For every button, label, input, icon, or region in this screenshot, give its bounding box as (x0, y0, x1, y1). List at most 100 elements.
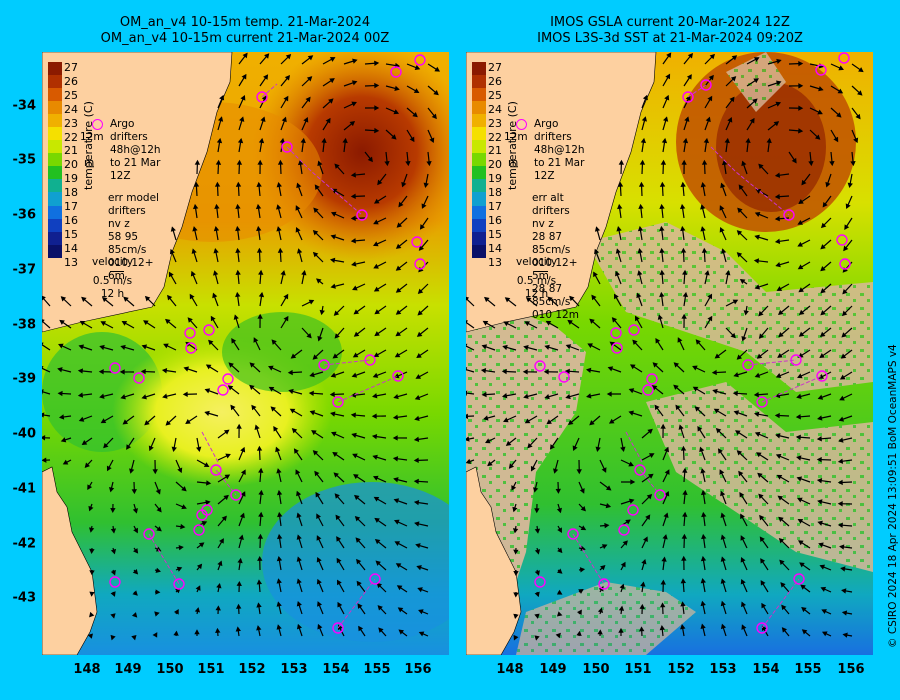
lon-tick: 153 (709, 662, 737, 677)
colorbar-swatch (48, 75, 62, 89)
colorbar-tick: 18 (64, 186, 78, 200)
colorbar-swatch (472, 218, 486, 232)
colorbar-tick: 13 (488, 255, 502, 269)
depth-unit: m (84, 157, 95, 169)
error-stats-line2: 58 95 85cm/s 010 12+ 6m (108, 231, 154, 282)
velocity-scale-time: 12 h (524, 288, 549, 300)
satellite-sst-map[interactable] (466, 52, 873, 655)
colorbar-tick: 17 (488, 200, 502, 213)
temperature-colorbar (472, 62, 486, 271)
lat-tick: -37 (12, 262, 37, 278)
credit-text: © CSIRO 2024 18 Apr 2024 13:09:51 BoM Oc… (887, 344, 899, 648)
colorbar-ticks: 27 26 25 24 23 22 21 20 19 18 17 16 15 14 13 (64, 62, 88, 271)
drifter-tracks (572, 84, 823, 629)
colorbar-tick: 24 (488, 102, 502, 116)
colorbar-swatch (48, 244, 62, 258)
left-panel-title: OM_an_v4 10-15m temp. 21-Mar-2024 OM_an_… (40, 15, 450, 47)
map-legend: Argo 12m drifters 48h@12h m to 21 Mar 12… (80, 118, 161, 283)
lat-tick: -42 (12, 536, 37, 552)
colorbar-swatch (472, 101, 486, 115)
colorbar-tick: 22 (64, 130, 78, 144)
argo-legend-icon (92, 119, 103, 130)
drifters-legend-label: drifters 48h@12h (534, 131, 585, 156)
colorbar-tick: 21 (64, 144, 78, 158)
colorbar-ticks: 27 26 25 24 23 22 21 20 19 18 17 16 15 14 13 (488, 62, 512, 271)
argo-legend-label: Argo (534, 118, 559, 130)
colorbar-swatch (472, 231, 486, 245)
lon-tick: 150 (582, 662, 610, 677)
colorbar-tick: 19 (488, 172, 502, 186)
velocity-arrow-icon (92, 269, 133, 275)
velocity-scale-value: 0.5 m/s (516, 275, 557, 287)
colorbar-swatch (472, 127, 486, 141)
error-stats-line1: err model drifters nv z (108, 192, 159, 230)
colorbar-tick: 26 (488, 74, 502, 88)
argo-markers (109, 54, 426, 634)
left-title-line2: OM_an_v4 10-15m current 21-Mar-2024 00Z (100, 31, 390, 46)
lat-tick: -40 (12, 426, 37, 442)
colorbar-swatch (48, 140, 62, 154)
colorbar-swatch (472, 244, 486, 258)
velocity-label: velocity (92, 256, 134, 268)
colorbar-tick: 26 (64, 74, 78, 88)
argo-legend-icon (516, 119, 527, 130)
colorbar-swatch (48, 88, 62, 102)
lat-tick: -34 (12, 98, 37, 114)
colorbar-swatch (48, 218, 62, 232)
lon-tick: 149 (114, 662, 142, 677)
lon-tick: 151 (624, 662, 652, 677)
colorbar-swatch (472, 75, 486, 89)
right-title-line1: IMOS GSLA current 20-Mar-2024 12Z (550, 15, 790, 30)
error-stats-line3: 28 87 85cm/s 010 12m (532, 283, 579, 321)
colorbar-tick: 22 (488, 130, 502, 144)
drifter-tracks (148, 83, 399, 629)
colorbar-swatch (472, 140, 486, 154)
lon-tick: 156 (837, 662, 865, 677)
colorbar-tick: 14 (488, 241, 502, 255)
lon-tick: 149 (539, 662, 567, 677)
velocity-scale: velocity 0.5 m/s 12 h (92, 256, 133, 301)
lon-tick: 156 (404, 662, 432, 677)
model-temperature-map[interactable] (42, 52, 449, 655)
colorbar-swatch (48, 179, 62, 193)
right-panel-title: IMOS GSLA current 20-Mar-2024 12Z IMOS L… (465, 15, 875, 47)
argo-legend-label: Argo (110, 118, 135, 130)
colorbar-tick: 24 (64, 102, 78, 116)
lon-tick: 153 (280, 662, 308, 677)
colorbar-tick: 21 (488, 144, 502, 158)
colorbar-tick: 15 (64, 227, 78, 241)
lat-tick: -38 (12, 317, 37, 333)
colorbar-swatch (472, 205, 486, 219)
colorbar-tick: 18 (488, 186, 502, 200)
colorbar-tick: 17 (64, 200, 78, 213)
colorbar-tick: 20 (64, 158, 78, 172)
colorbar-swatch (48, 166, 62, 180)
drifters-legend-label: drifters 48h@12h (110, 131, 161, 156)
sst-map-svg (466, 52, 873, 655)
left-title-line1: OM_an_v4 10-15m temp. 21-Mar-2024 (119, 15, 371, 30)
depth-unit: m (508, 157, 519, 169)
colorbar-tick: 23 (488, 116, 502, 130)
lon-tick: 154 (322, 662, 350, 677)
drifters-time-label: to 21 Mar 12Z (110, 157, 161, 182)
colorbar-tick: 16 (488, 213, 502, 227)
velocity-scale-time: 12 h (100, 288, 125, 300)
longitude-axis-left: 148 149 150 151 152 153 154 155 156 (42, 662, 449, 684)
colorbar-tick: 16 (64, 213, 78, 227)
colorbar-tick: 13 (64, 255, 78, 269)
error-stats-line1: err alt drifters nv z (532, 192, 570, 230)
lon-tick: 152 (238, 662, 266, 677)
velocity-scale-value: 0.5 m/s (92, 275, 133, 287)
colorbar-swatch (472, 166, 486, 180)
colorbar-tick: 19 (64, 172, 78, 186)
velocity-label: velocity (516, 256, 558, 268)
depth-label: 12m (504, 131, 528, 143)
lon-tick: 154 (752, 662, 780, 677)
colorbar-swatch (48, 205, 62, 219)
colorbar-swatch (472, 153, 486, 167)
lat-tick: -35 (12, 152, 37, 168)
argo-markers (534, 52, 851, 634)
colorbar-tick: 27 (488, 61, 502, 74)
colorbar-swatch (472, 114, 486, 128)
vector-field (42, 52, 441, 641)
